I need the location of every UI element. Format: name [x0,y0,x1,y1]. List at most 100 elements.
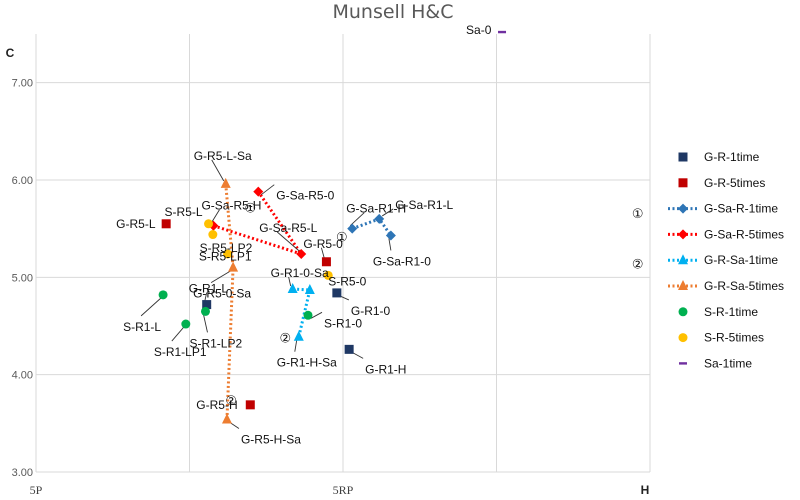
leader-line [211,209,220,223]
legend-item-s-r-1time: S-R-1time [678,305,758,319]
data-point-g-sa-r1-0 [385,230,396,241]
leader-line [211,159,225,182]
leader-line [140,297,162,317]
data-point-s-r1-0 [303,310,313,320]
legend-label: G-R-1time [704,150,760,164]
data-label-g-sa-r1-0: G-Sa-R1-0 [373,254,431,268]
data-point-g-sa-r1-l [374,213,385,224]
data-point-s-r1-lp1 [181,319,191,329]
legend-label: G-R-5times [704,176,765,190]
data-point-g-r5-0 [321,257,331,267]
data-point-s-r1-lp2 [200,306,210,316]
leader-line [210,270,232,283]
leader-line [349,212,365,226]
leader-line [310,311,323,319]
leader-line [294,339,298,352]
data-point-g-r5-l-sa [220,177,231,188]
chart-title: Munsell H&C [332,1,453,23]
legend-item-g-sa-r-1time: G-Sa-R-1time [668,202,778,216]
legend-marker [678,333,688,343]
data-labels: G-R1-L G-R1-0 G-R1-H G-R5-L G-R5-0 G-R5-H G-Sa… [116,23,492,446]
x-tick-label: 5RP [333,483,354,497]
data-label-s-r1-0: S-R1-0 [324,316,362,330]
annotations: ① ① ② ② ① ② [225,201,643,409]
data-point-g-r5-0-sa [228,261,239,272]
data-point-g-r1-h [344,344,354,354]
data-label-g-sa-r5-l: G-Sa-R5-L [259,221,317,235]
series-lines [212,183,393,420]
data-label-g-r5-h-sa: G-R5-H-Sa [241,432,301,446]
legend-item-g-r-sa-5times: G-R-Sa-5times [668,279,784,293]
data-label-s-r1-lp2: S-R1-LP2 [189,336,242,350]
annotation-mark: ① [244,201,256,216]
annotation-mark: ① [336,230,348,245]
data-point-sa-0 [498,30,507,34]
legend-label: G-Sa-R-5times [704,227,784,241]
legend-label: S-R-5times [704,331,764,345]
legend-marker [678,229,688,240]
data-label-g-r5-0: G-R5-0 [303,237,343,251]
data-point-s-r5-lp2 [223,249,233,259]
data-label-g-r1-0: G-R1-0 [351,304,391,318]
leader-line [288,276,292,287]
axis-ticks: 3.00 4.00 5.00 6.00 7.00 5P 5RP [12,78,354,497]
legend-marker [678,254,688,265]
data-label-g-r5-0-sa: G-R5-0-Sa [193,287,251,301]
y-axis-label: C [6,46,15,60]
legend-item-g-sa-r-5times: G-Sa-R-5times [668,227,784,241]
data-label-g-r1-h: G-R1-H [365,362,406,376]
series-line-g-sa-r-1time [351,217,393,237]
leader-line [320,247,325,259]
data-label-sa-0: Sa-0 [466,23,492,37]
legend-item-g-r-5times: G-R-5times [678,176,765,190]
annotation-mark: ② [632,258,644,273]
data-point-s-r5-lp1 [208,230,218,240]
y-tick-label: 3.00 [12,467,33,479]
series-line-g-r-sa-5times [224,183,235,420]
leader-line [381,208,394,217]
legend-marker [678,307,688,317]
data-label-g-sa-r5-h: G-Sa-R5-H [201,199,261,213]
x-tick-label: 5P [30,483,43,497]
legend-label: G-R-Sa-5times [704,279,784,293]
data-label-g-sa-r1-l: G-Sa-R1-L [395,198,453,212]
series-line-g-r-sa-1time [292,287,312,338]
y-tick-label: 6.00 [12,175,33,187]
label-leader-lines [140,159,394,429]
y-tick-label: 7.00 [12,78,33,90]
data-label-s-r5-0: S-R5-0 [328,274,366,288]
legend-marker [678,280,688,290]
data-label-g-r1-l: G-R1-L [189,282,229,296]
data-label-s-r1-lp1: S-R1-LP1 [154,345,207,359]
leader-line [260,184,275,196]
leader-line [276,231,300,252]
data-point-g-r5-h-sa [221,413,232,424]
annotation-mark: ② [279,332,291,347]
data-point-g-sa-r5-0 [253,186,264,197]
legend-label: G-Sa-R-1time [704,202,778,216]
leader-line [171,326,185,342]
legend-label: S-R-1time [704,305,758,319]
data-label-g-r5-l: G-R5-L [116,217,156,231]
y-tick-label: 4.00 [12,370,33,382]
legend-marker [678,178,688,188]
data-label-g-sa-r5-0: G-Sa-R5-0 [276,189,334,203]
annotation-mark: ① [632,207,644,222]
data-label-s-r1-l: S-R1-L [123,320,161,334]
leader-line [351,351,364,359]
legend: G-R-1time G-R-5times G-Sa-R-1time G-Sa-R-5t… [668,150,784,370]
data-point-g-sa-r1-h [347,223,358,234]
data-point-s-r1-l [158,290,168,300]
data-point-s-r5-l [204,219,214,229]
annotation-mark: ② [225,394,237,409]
data-label-g-r5-l-sa: G-R5-L-Sa [194,149,252,163]
x-axis-label: H [641,483,650,497]
data-markers [158,30,507,424]
data-label-s-r5-lp2: S-R5-LP2 [200,241,253,255]
legend-marker [679,362,687,365]
grid-lines [35,34,651,473]
data-label-s-r5-l: S-R5-L [165,205,203,219]
legend-marker [678,152,688,162]
y-tick-label: 5.00 [12,272,33,284]
